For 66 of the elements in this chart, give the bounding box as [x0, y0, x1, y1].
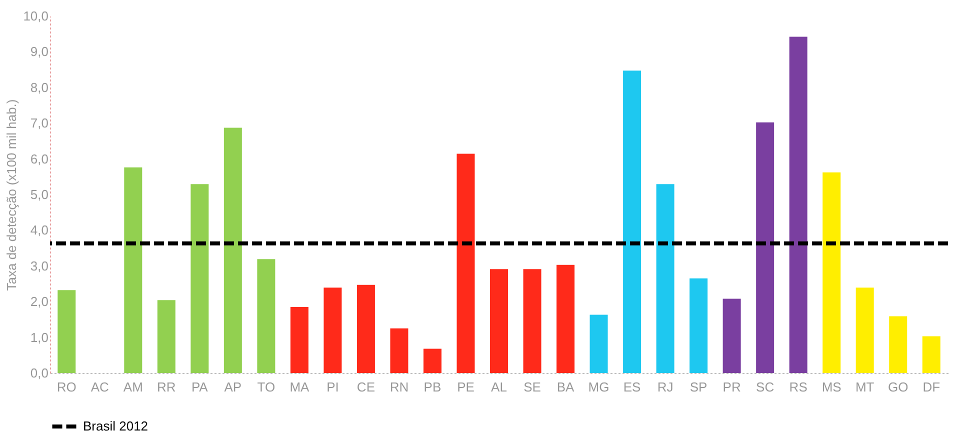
x-tick-label: CE	[356, 380, 376, 394]
bar	[789, 36, 808, 373]
bar	[822, 172, 841, 373]
y-tick-label: 8,0	[30, 80, 48, 95]
bar	[856, 288, 874, 373]
x-tick-label: RR	[157, 380, 176, 394]
x-tick-label: MS	[822, 380, 842, 394]
bar	[356, 284, 375, 373]
x-tick-label: AP	[224, 380, 242, 394]
y-tick-label: 2,0	[30, 294, 48, 310]
y-tick-label: 3,0	[30, 258, 48, 274]
bar	[690, 278, 708, 373]
x-tick-label: RS	[789, 380, 808, 394]
x-tick-label: RJ	[657, 380, 674, 394]
bar	[922, 336, 940, 373]
x-tick-label: DF	[922, 380, 940, 394]
bar	[124, 167, 142, 373]
bar	[224, 128, 242, 373]
x-tick-label: SE	[524, 380, 542, 394]
bar	[324, 288, 342, 373]
x-tick-label: PE	[457, 380, 475, 394]
x-tick-label: PI	[326, 380, 339, 394]
bar	[456, 154, 475, 373]
x-tick-label: AC	[90, 380, 109, 394]
y-tick-label: 1,0	[30, 330, 48, 345]
bar	[390, 328, 408, 373]
bar	[556, 264, 575, 373]
x-tick-label: AM	[123, 380, 143, 394]
bar	[58, 290, 76, 373]
x-tick-label: PR	[722, 380, 741, 394]
bar	[257, 259, 276, 373]
x-tick-label: PA	[191, 380, 208, 394]
y-tick-label: 7,0	[30, 116, 48, 131]
x-tick-label: BA	[556, 380, 575, 394]
y-tick-label: 0,0	[30, 366, 48, 380]
y-tick-label: 4,0	[30, 222, 48, 238]
bar	[290, 306, 308, 373]
bar	[590, 314, 608, 373]
x-tick-label: SC	[756, 380, 774, 394]
y-axis-title: Taxa de detecção (x100 mil hab.)	[4, 99, 20, 291]
x-tick-label: MG	[588, 380, 610, 394]
x-tick-label: MA	[290, 380, 310, 394]
bar	[423, 348, 442, 373]
y-tick-label: 6,0	[30, 151, 48, 166]
bar	[722, 298, 741, 373]
x-tick-label: MT	[855, 380, 874, 394]
y-tick-label: 5,0	[30, 187, 48, 202]
bar	[656, 184, 674, 373]
bar	[523, 269, 542, 373]
x-tick-label: RO	[56, 380, 76, 394]
bar	[157, 300, 176, 373]
y-tick-label: 10,0	[23, 8, 48, 24]
y-tick-label: 9,0	[30, 44, 48, 60]
x-tick-label: GO	[888, 380, 908, 394]
x-tick-label: RN	[390, 380, 409, 394]
x-tick-label: SP	[690, 380, 708, 394]
x-tick-label: AL	[491, 380, 507, 394]
x-tick-label: TO	[257, 380, 276, 394]
bar	[889, 316, 908, 373]
legend-label: Brasil 2012	[83, 418, 148, 434]
bar	[623, 70, 642, 373]
bar	[756, 122, 774, 373]
bar	[190, 184, 209, 373]
x-tick-label: ES	[623, 380, 642, 394]
bar	[490, 269, 508, 373]
x-tick-label: PB	[424, 380, 442, 394]
